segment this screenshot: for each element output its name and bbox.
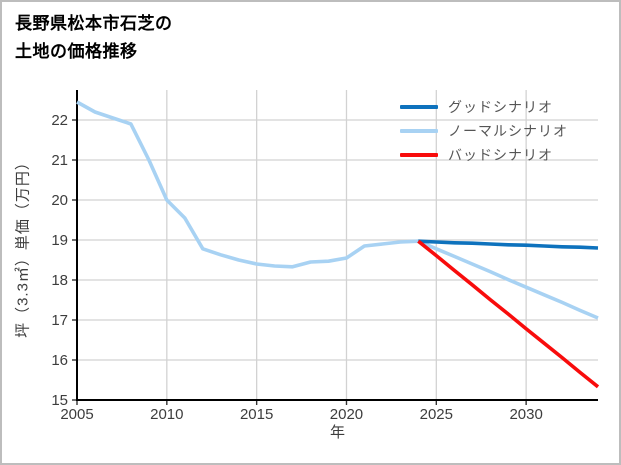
y-axis-label: 坪（3.3㎡）単価（万円） xyxy=(14,154,32,338)
legend-label-bad: バッドシナリオ xyxy=(448,147,553,163)
legend-label-normal: ノーマルシナリオ xyxy=(448,123,568,139)
x-tick-label: 2025 xyxy=(420,406,453,423)
legend-item-bad-scenario: バッドシナリオ xyxy=(400,143,568,167)
y-tick-label: 20 xyxy=(51,192,68,209)
legend-swatch-normal xyxy=(400,129,438,133)
y-tick-label: 16 xyxy=(51,352,68,369)
legend: グッドシナリオ ノーマルシナリオ バッドシナリオ xyxy=(400,95,568,167)
y-tick-label: 22 xyxy=(51,112,68,129)
x-tick-label: 2005 xyxy=(60,406,93,423)
legend-swatch-bad xyxy=(400,153,438,157)
x-tick-label: 2010 xyxy=(150,406,183,423)
legend-label-good: グッドシナリオ xyxy=(448,99,553,115)
x-tick-label: 2030 xyxy=(509,406,542,423)
series-normal-line xyxy=(76,100,599,320)
series-good-line xyxy=(418,239,599,250)
y-tick-label: 21 xyxy=(51,152,68,169)
chart-title-line-1: 長野県松本市石芝の xyxy=(15,14,173,33)
x-axis-label: 年 xyxy=(329,424,345,441)
legend-item-good-scenario: グッドシナリオ xyxy=(400,95,568,119)
x-tick-label: 2015 xyxy=(240,406,273,423)
legend-item-normal-scenario: ノーマルシナリオ xyxy=(400,119,568,143)
y-tick-label: 19 xyxy=(51,232,68,249)
legend-swatch-good xyxy=(400,105,438,109)
x-tick-label: 2020 xyxy=(330,406,363,423)
chart-title: 長野県松本市石芝の 土地の価格推移 xyxy=(15,10,173,66)
y-tick-label: 18 xyxy=(51,272,68,289)
series-bad-line xyxy=(417,239,600,389)
y-tick-label: 17 xyxy=(51,312,68,329)
chart-title-line-2: 土地の価格推移 xyxy=(15,42,138,61)
y-tick-label: 15 xyxy=(51,392,68,409)
